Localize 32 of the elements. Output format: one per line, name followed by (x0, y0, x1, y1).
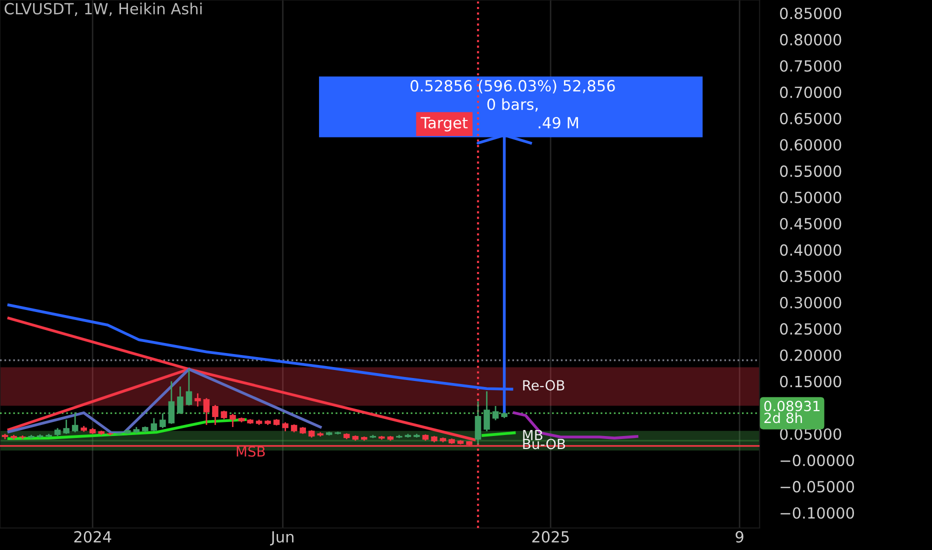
y-tick-label: 0.35000 (780, 270, 842, 282)
y-tick-label: 0.75000 (780, 60, 842, 72)
chart-title: CLVUSDT, 1W, Heikin Ashi (4, 2, 202, 16)
y-tick-label: 0.20000 (780, 349, 842, 361)
y-tick-label: −0.00000 (780, 454, 854, 466)
y-tick-label: 0.45000 (780, 218, 842, 230)
y-tick-label: −0.10000 (780, 507, 854, 519)
y-tick-label: 0.50000 (780, 192, 842, 204)
x-tick-label: 2025 (532, 531, 569, 543)
y-tick-label: 0.30000 (780, 296, 842, 308)
annotation: 0.52856 (596.03%) 52,856 (410, 80, 615, 94)
annotation: .49 M (538, 116, 578, 129)
y-tick-label: 0.55000 (780, 165, 842, 177)
y-tick-label: 0.85000 (780, 8, 842, 20)
ref-line-label: 0.08931 2d 8h (764, 400, 820, 424)
x-tick-label: 9 (736, 531, 744, 543)
y-tick-label: −0.05000 (780, 480, 854, 492)
ref-line-label: MSB (236, 446, 265, 457)
y-tick-label: 0.80000 (780, 34, 842, 46)
x-tick-label: Jun (270, 531, 294, 546)
y-tick-label: 0.40000 (780, 244, 842, 256)
annotation: 0 bars, (487, 98, 538, 112)
y-tick-label: 0.65000 (780, 112, 842, 124)
y-tick-label: 0.15000 (780, 376, 842, 388)
band-label: Re-OB (523, 380, 564, 391)
annotation: Target (420, 117, 468, 132)
y-tick-label: 0.60000 (780, 139, 842, 151)
y-tick-label: 0.25000 (780, 323, 842, 335)
y-tick-label: 0.05000 (780, 428, 842, 440)
band-label: MB (523, 430, 542, 440)
x-tick-label: 2024 (74, 531, 112, 543)
y-tick-label: 0.70000 (780, 86, 842, 98)
